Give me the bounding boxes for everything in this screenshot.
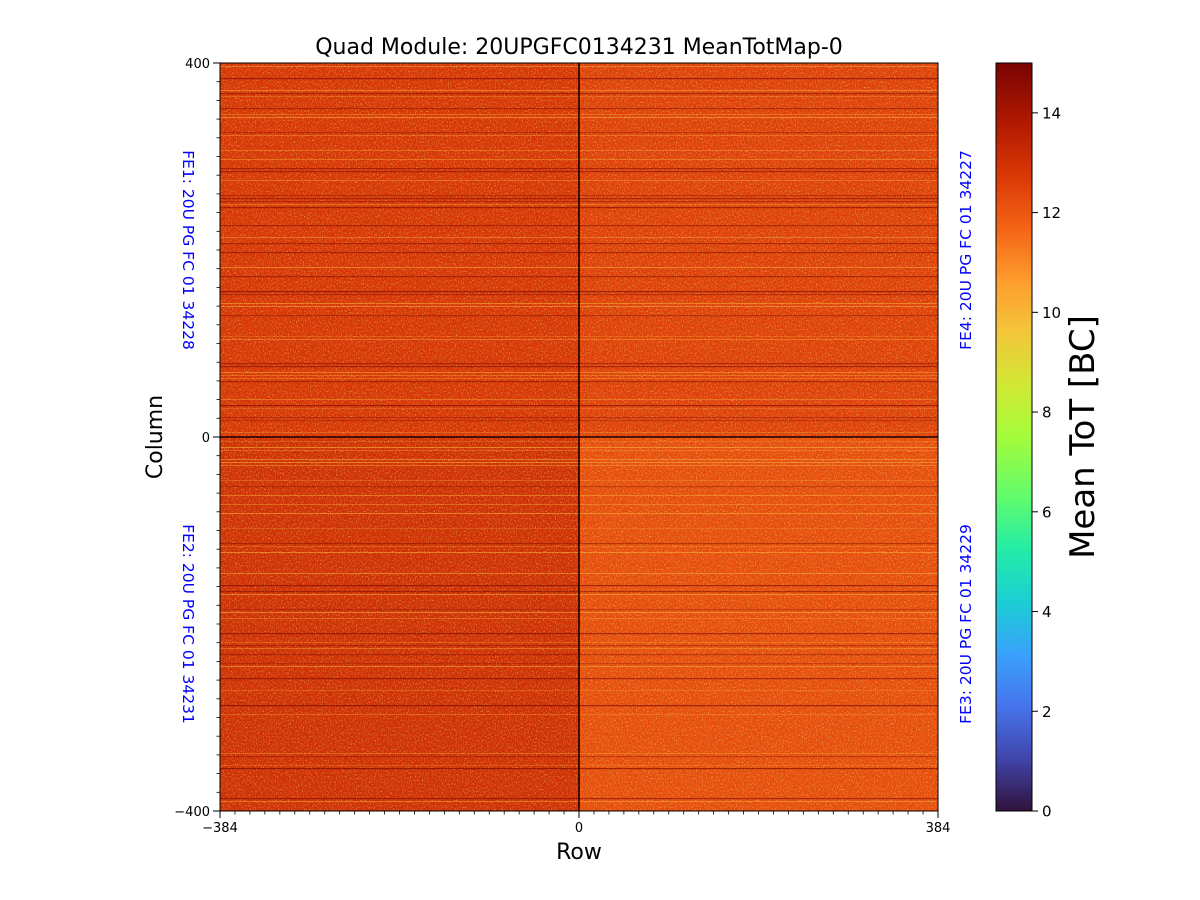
y-tick-label: 0 — [202, 431, 210, 446]
fe-label-bottom-left: FE2: 20U PG FC 01 34231 — [179, 524, 197, 724]
colorbar-tick-label: 12 — [1042, 204, 1061, 222]
fe-label-top-right: FE4: 20U PG FC 01 34227 — [957, 150, 975, 350]
colorbar-tick-label: 10 — [1042, 304, 1061, 322]
colorbar — [995, 62, 1033, 812]
y-tick-label: 400 — [185, 57, 210, 72]
colorbar-tick-label: 2 — [1042, 703, 1052, 721]
colorbar-tick-label: 14 — [1042, 104, 1061, 122]
x-tick-label: −384 — [202, 821, 238, 836]
x-tick-label: 384 — [926, 821, 951, 836]
y-axis-label: Column — [143, 395, 168, 479]
fe-label-bottom-right: FE3: 20U PG FC 01 34229 — [957, 524, 975, 724]
chart-title: Quad Module: 20UPGFC0134231 MeanTotMap-0 — [315, 35, 843, 60]
colorbar-tick-label: 6 — [1042, 503, 1052, 521]
fe-label-top-left: FE1: 20U PG FC 01 34228 — [179, 150, 197, 350]
x-axis-label: Row — [556, 840, 602, 865]
minor-ticks — [216, 81, 924, 815]
colorbar-ticks: 0 2 4 6 8 10 12 14 — [1032, 104, 1061, 821]
colorbar-tick-label: 0 — [1042, 803, 1052, 821]
colorbar-tick-label: 8 — [1042, 404, 1052, 422]
y-tick-label: −400 — [174, 805, 210, 820]
colorbar-label: Mean ToT [BC] — [1063, 315, 1103, 559]
heatmap-area — [220, 63, 938, 811]
front-end-labels: FE1: 20U PG FC 01 34228 FE2: 20U PG FC 01… — [179, 150, 975, 724]
x-tick-label: 0 — [575, 821, 583, 836]
y-axis-ticks: −400 0 400 — [174, 57, 220, 820]
x-axis-ticks: −384 0 384 — [202, 811, 950, 836]
colorbar-tick-label: 4 — [1042, 603, 1052, 621]
